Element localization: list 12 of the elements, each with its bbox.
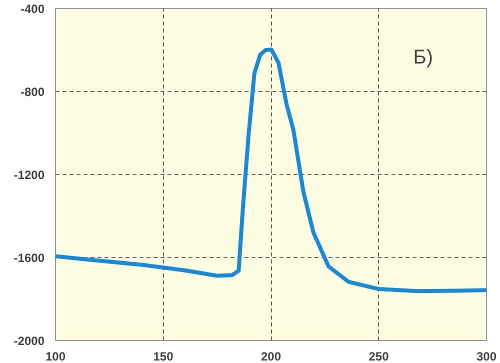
y-tick-label: -800	[20, 85, 45, 99]
annotation: Б)	[413, 46, 434, 68]
x-tick-label: 100	[45, 350, 66, 363]
y-tick-label: -400	[20, 2, 45, 16]
line-series	[56, 48, 486, 294]
y-tick-label: -2000	[14, 334, 45, 348]
x-tick-label: 250	[368, 350, 390, 363]
x-tick-label: 200	[260, 350, 282, 363]
x-tick-label: 150	[153, 350, 174, 363]
y-tick-label: -1600	[14, 251, 45, 265]
x-tick-label: 300	[476, 350, 497, 363]
y-tick-label: -1200	[14, 168, 45, 182]
